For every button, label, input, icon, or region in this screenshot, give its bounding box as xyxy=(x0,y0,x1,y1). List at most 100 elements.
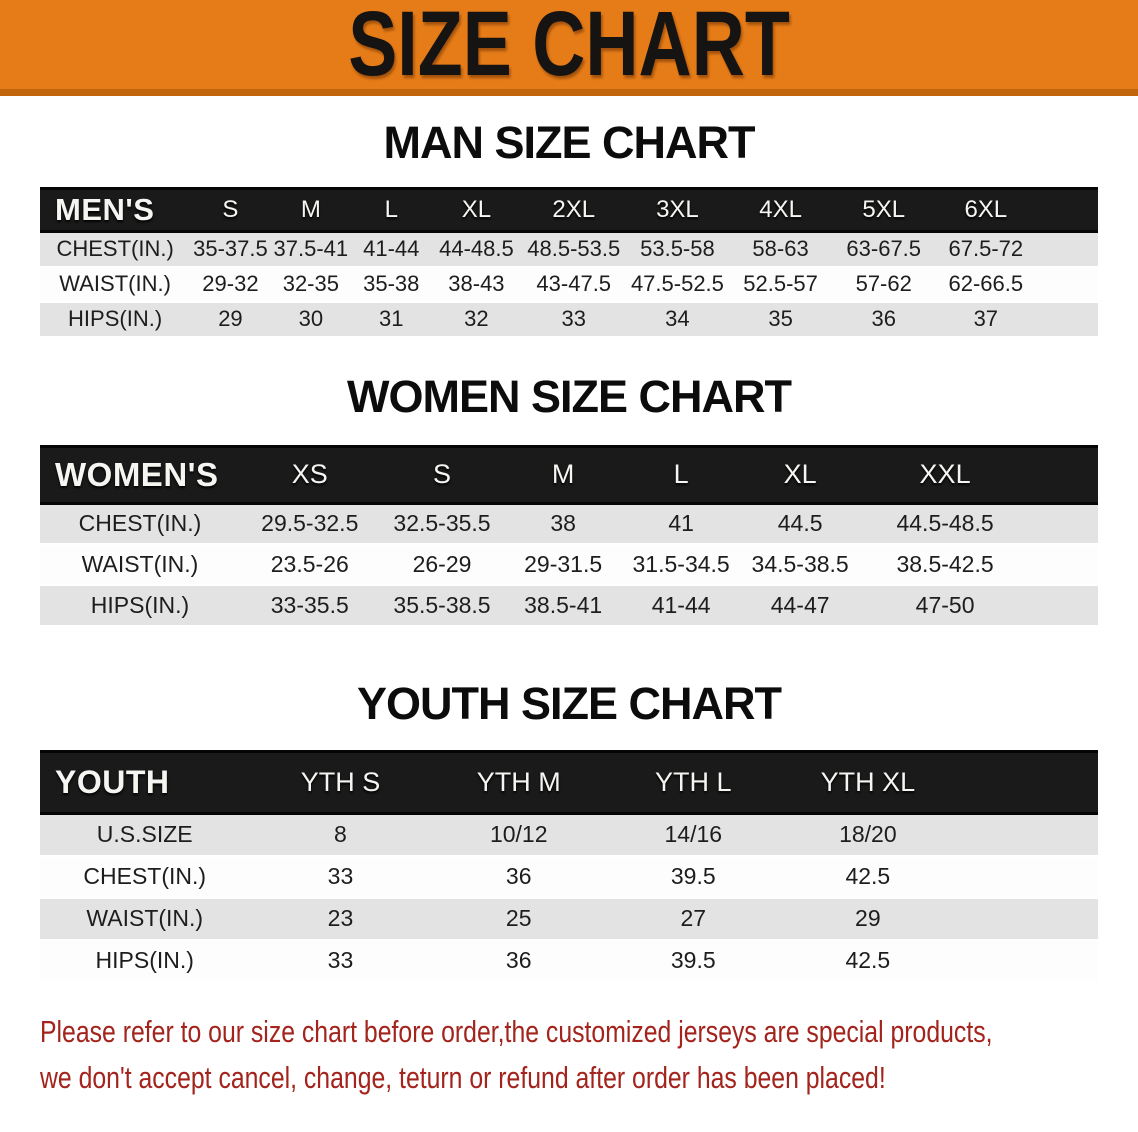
measurement-value: 31 xyxy=(351,301,432,338)
measurement-value: 47.5-52.5 xyxy=(626,266,729,303)
measurement-value: 38.5-42.5 xyxy=(859,544,1031,586)
row-spacer-cell xyxy=(1036,231,1098,268)
measurement-value: 37.5-41 xyxy=(270,231,352,268)
measurement-value: 57-62 xyxy=(832,266,936,303)
row-spacer-cell xyxy=(955,855,1098,899)
men-section-title: MAN SIZE CHART xyxy=(383,117,756,168)
measurement-value: 53.5-58 xyxy=(626,231,729,268)
measurement-value: 34 xyxy=(626,301,729,338)
measurement-value: 30 xyxy=(270,301,352,338)
measurement-value: 39.5 xyxy=(606,855,781,899)
row-spacer-cell xyxy=(955,897,1098,941)
measurement-value: 35-37.5 xyxy=(190,231,271,268)
measurement-value: 39.5 xyxy=(606,939,781,983)
measurement-value: 42.5 xyxy=(780,855,956,899)
measurement-label: WAIST(IN.) xyxy=(40,266,191,303)
measurement-value: 33 xyxy=(249,855,432,899)
measurement-value: 29-31.5 xyxy=(504,544,622,586)
measurement-label: HIPS(IN.) xyxy=(40,939,250,983)
size-column-header: XS xyxy=(239,444,380,505)
measurement-value: 41 xyxy=(621,503,741,545)
page-title: SIZE CHART xyxy=(348,0,790,95)
measurement-value: 29 xyxy=(190,301,271,338)
measurement-value: 33-35.5 xyxy=(239,585,380,627)
size-column-header: 6XL xyxy=(935,187,1037,233)
row-spacer-cell xyxy=(1030,544,1098,586)
youth-size-table: YOUTH YTH S YTH M YTH L YTH XL U.S.SIZE 8 10/12… xyxy=(40,750,1098,983)
size-chart-banner: SIZE CHART xyxy=(0,0,1138,96)
youth-section-title: YOUTH SIZE CHART xyxy=(356,678,782,729)
measurement-value: 36 xyxy=(431,939,606,983)
row-spacer-cell xyxy=(955,813,1098,857)
measurement-value: 37 xyxy=(935,301,1037,338)
measurement-value: 35.5-38.5 xyxy=(379,585,505,627)
size-column-header: M xyxy=(270,187,352,233)
size-header-row: MEN'S S M L XL 2XL 3XL 4XL 5XL 6XL xyxy=(40,187,1098,233)
measurement-row: U.S.SIZE 8 10/12 14/16 18/20 xyxy=(40,813,1098,857)
size-column-header: M xyxy=(504,444,622,505)
measurement-value: 27 xyxy=(606,897,781,941)
measurement-value: 23 xyxy=(249,897,432,941)
table-category-label: WOMEN'S xyxy=(40,444,240,505)
measurement-value: 52.5-57 xyxy=(728,266,833,303)
measurement-value: 38-43 xyxy=(431,266,522,303)
measurement-value: 63-67.5 xyxy=(832,231,936,268)
measurement-label: CHEST(IN.) xyxy=(40,855,250,899)
size-column-header: YTH S xyxy=(249,750,432,815)
measurement-value: 29.5-32.5 xyxy=(239,503,380,545)
measurement-row: WAIST(IN.) 29-32 32-35 35-38 38-43 43-47.5 47.… xyxy=(40,266,1098,303)
men-size-chart-section: MAN SIZE CHART MEN'S S M L XL 2XL 3XL 4XL 5XL 6XL… xyxy=(0,120,1138,338)
men-size-table: MEN'S S M L XL 2XL 3XL 4XL 5XL 6XL CHEST(IN.) 35-37… xyxy=(40,187,1098,338)
size-column-header: YTH L xyxy=(606,750,781,815)
measurement-label: WAIST(IN.) xyxy=(40,544,240,586)
measurement-value: 48.5-53.5 xyxy=(521,231,627,268)
disclaimer-line-1: Please refer to our size chart before or… xyxy=(40,1013,993,1049)
size-column-header: YTH M xyxy=(431,750,606,815)
measurement-value: 44-48.5 xyxy=(431,231,522,268)
size-column-header: 4XL xyxy=(728,187,833,233)
measurement-row: HIPS(IN.) 29 30 31 32 33 34 35 36 37 xyxy=(40,301,1098,338)
measurement-value: 44-47 xyxy=(740,585,860,627)
measurement-value: 67.5-72 xyxy=(935,231,1037,268)
measurement-row: WAIST(IN.) 23.5-26 26-29 29-31.5 31.5-34.5 34… xyxy=(40,544,1098,586)
measurement-value: 32 xyxy=(431,301,522,338)
size-column-header: YTH XL xyxy=(780,750,956,815)
header-spacer-cell xyxy=(1030,444,1098,505)
measurement-value: 26-29 xyxy=(379,544,505,586)
measurement-value: 8 xyxy=(249,813,432,857)
measurement-value: 58-63 xyxy=(728,231,833,268)
measurement-row: HIPS(IN.) 33-35.5 35.5-38.5 38.5-41 41-44 44-… xyxy=(40,585,1098,627)
size-column-header: S xyxy=(190,187,271,233)
measurement-value: 32-35 xyxy=(270,266,352,303)
size-column-header: XXL xyxy=(859,444,1031,505)
measurement-label: U.S.SIZE xyxy=(40,813,250,857)
measurement-row: CHEST(IN.) 33 36 39.5 42.5 xyxy=(40,855,1098,899)
measurement-value: 34.5-38.5 xyxy=(740,544,860,586)
measurement-value: 35-38 xyxy=(351,266,432,303)
size-header-row: YOUTH YTH S YTH M YTH L YTH XL xyxy=(40,750,1098,815)
size-column-header: 5XL xyxy=(832,187,936,233)
size-column-header: L xyxy=(351,187,432,233)
women-size-chart-section: WOMEN SIZE CHART WOMEN'S XS S M L XL XXL CHEST(… xyxy=(0,370,1138,627)
header-spacer-cell xyxy=(1036,187,1098,233)
row-spacer-cell xyxy=(955,939,1098,983)
measurement-value: 31.5-34.5 xyxy=(621,544,741,586)
table-category-label: MEN'S xyxy=(40,187,191,233)
measurement-value: 62-66.5 xyxy=(935,266,1037,303)
measurement-value: 36 xyxy=(832,301,936,338)
measurement-value: 33 xyxy=(249,939,432,983)
measurement-value: 33 xyxy=(521,301,627,338)
header-spacer-cell xyxy=(955,750,1098,815)
measurement-row: HIPS(IN.) 33 36 39.5 42.5 xyxy=(40,939,1098,983)
size-column-header: XL xyxy=(431,187,522,233)
measurement-value: 10/12 xyxy=(431,813,606,857)
measurement-value: 32.5-35.5 xyxy=(379,503,505,545)
youth-size-chart-section: YOUTH SIZE CHART YOUTH YTH S YTH M YTH L YTH… xyxy=(0,681,1138,983)
measurement-value: 29-32 xyxy=(190,266,271,303)
row-spacer-cell xyxy=(1030,585,1098,627)
measurement-value: 14/16 xyxy=(606,813,781,857)
measurement-label: CHEST(IN.) xyxy=(40,231,191,268)
measurement-value: 38 xyxy=(504,503,622,545)
measurement-value: 41-44 xyxy=(621,585,741,627)
women-section-title: WOMEN SIZE CHART xyxy=(347,370,792,422)
